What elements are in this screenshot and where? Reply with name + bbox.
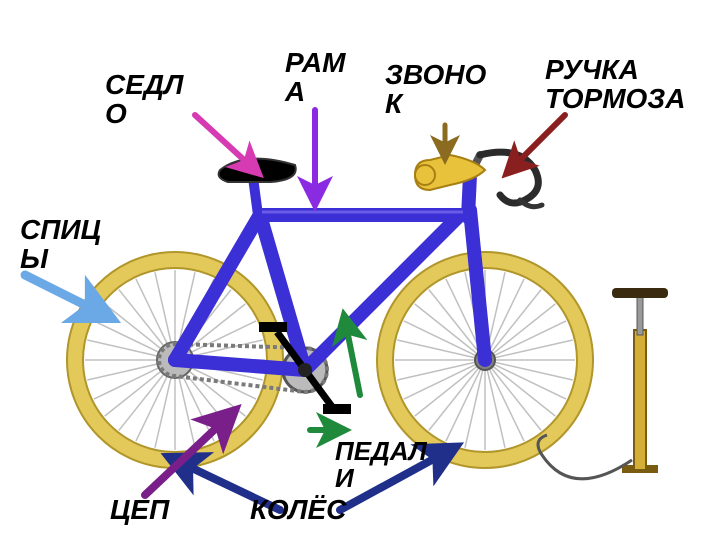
pump	[538, 288, 668, 479]
label-kolesa: КОЛЁС	[250, 495, 346, 524]
label-sedlo: СЕДЛ О	[105, 70, 183, 129]
label-cep: ЦЕП	[110, 495, 169, 524]
pedal	[323, 404, 351, 414]
arrow-sedlo	[195, 115, 255, 170]
label-ruchka: РУЧКА ТОРМОЗА	[545, 55, 686, 114]
handlebar	[480, 152, 538, 203]
label-zvonok: ЗВОНО К	[385, 60, 486, 119]
label-rama: РАМ А	[285, 48, 345, 107]
arrow-ruchka	[510, 115, 565, 170]
pedal	[259, 322, 287, 332]
label-pedali: ПЕДАЛ И	[335, 438, 427, 493]
label-spicy: СПИЦ Ы	[20, 215, 101, 274]
brake-lever	[520, 200, 542, 207]
